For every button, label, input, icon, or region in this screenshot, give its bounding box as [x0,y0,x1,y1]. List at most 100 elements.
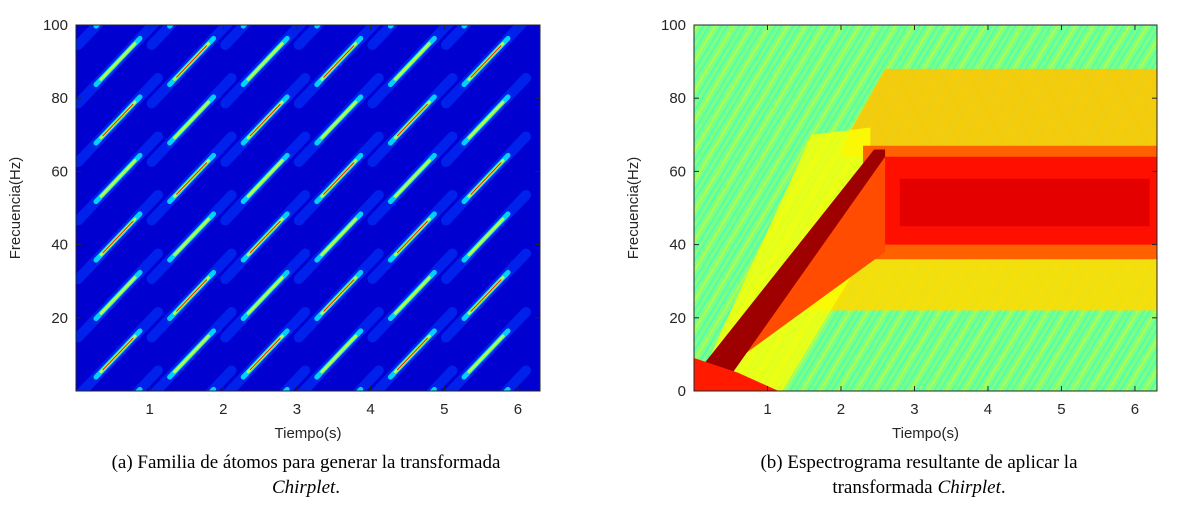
texture [1192,25,1197,391]
atom-glow [461,25,469,29]
texture [1065,237,1157,391]
texture [1089,277,1157,391]
texture [694,25,735,94]
atom-body [393,159,431,198]
atom-body [101,395,135,431]
y-tick-label: 100 [43,17,68,34]
texture [1162,25,1197,391]
heatmap-image [76,0,540,431]
atom-body [99,42,137,81]
texture [1107,307,1157,391]
texture [694,25,801,204]
atom-body [320,100,358,140]
x-tick-label: 4 [984,401,992,418]
texture [694,25,771,154]
texture [694,25,849,284]
texture [1180,25,1197,391]
atom-glow [240,25,248,29]
texture [1155,387,1157,391]
panel-a: 1 2 3 4 5 6 20 40 60 80 100 Tiempo(s) Frecuencia(Hz) [7,0,541,442]
texture [1047,207,1157,391]
y-tick-label: 60 [669,163,686,180]
atom-core [397,0,427,19]
x-tick-label: 4 [366,401,374,418]
texture [694,25,855,294]
atom-core [396,337,428,371]
atom-glow [208,386,217,391]
atom-body [173,217,211,257]
caption: transformada Chirplet. [832,477,1005,498]
spectrogram-image [694,25,1197,391]
atom-glow [503,386,511,391]
atom-body [467,100,505,140]
atom-body [246,276,284,315]
texture [1083,267,1157,391]
texture [1077,257,1157,391]
atom-glow [429,386,437,391]
texture [694,25,795,194]
atom-core [396,220,428,254]
caption: (b) Espectrograma resultante de aplicar … [760,452,1078,473]
y-tick-label: 40 [669,237,686,254]
atom-body [469,0,503,21]
y-tick-label: 40 [51,237,68,254]
atom-body [320,334,358,374]
atom-core [470,279,502,312]
atom-halo [367,25,399,50]
texture [1186,25,1197,391]
y-tick-label: 100 [661,17,686,34]
atom-core [176,162,208,195]
atom-halo [76,25,104,50]
atom-glow [135,386,143,391]
atom-core [177,397,207,429]
texture [694,25,861,304]
y-tick-label: 0 [678,383,686,400]
x-tick-label: 2 [837,401,845,418]
texture [694,25,759,134]
atom-body [248,0,282,21]
caption-italic: Chirplet [938,477,1002,498]
atom-body [395,395,429,431]
caption-italic: Chirplet [272,477,336,498]
texture [694,25,753,124]
upper-band [840,68,1157,157]
texture [694,25,807,214]
atom-core [323,279,355,312]
texture [694,25,819,234]
chirp-line [694,149,886,391]
atom-core [102,103,134,137]
atom-body [393,42,431,81]
texture [1059,227,1157,391]
caption-text: transformada [832,477,933,498]
atom-halo [499,365,531,391]
atom-core [324,397,354,429]
y-tick-label: 60 [51,163,68,180]
x-tick-label: 5 [1057,401,1065,418]
x-tick-label: 1 [763,401,771,418]
x-tick-label: 2 [219,401,227,418]
x-axis-label: Tiempo(s) [275,425,342,442]
atom-core [470,45,502,78]
caption-end: . [1001,477,1006,498]
atom-body [101,0,135,21]
texture [694,25,777,164]
atom-body [173,334,211,374]
atom-core [249,337,281,371]
y-axis-label: Frecuencia(Hz) [7,157,24,260]
y-axis-label: Frecuencia(Hz) [625,157,642,260]
caption-end: . [335,477,340,498]
atom-core [102,220,134,254]
texture [694,25,873,324]
atom-halo [278,365,311,391]
atom-glow [387,25,395,29]
axes-frame [693,24,1158,392]
atom-halo [205,365,237,391]
atom-core [249,103,281,137]
atom-core [249,220,281,254]
atom-glow [167,25,175,29]
texture [1071,247,1157,391]
atom-body [469,395,503,431]
atom-core [250,0,280,19]
y-tick-label: 20 [669,310,686,327]
